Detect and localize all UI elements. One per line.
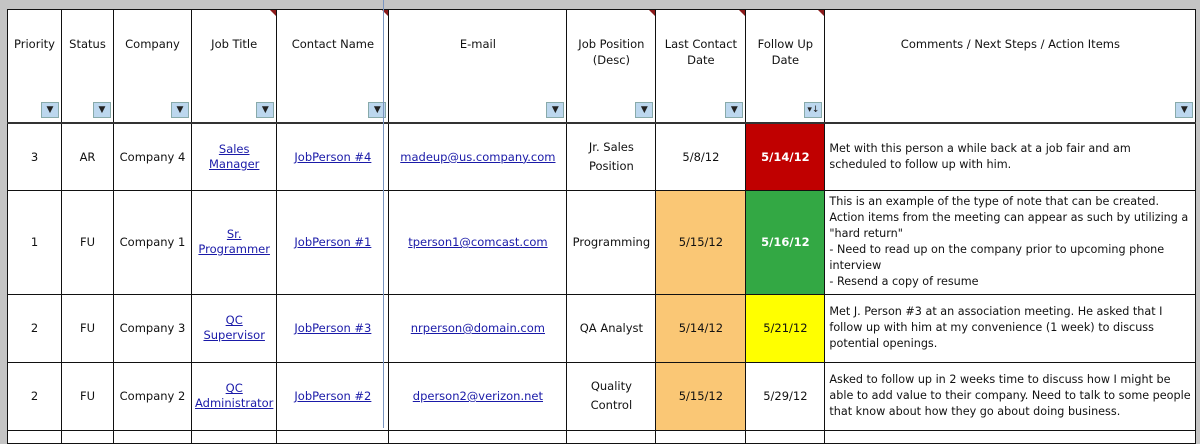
cell-last-contact-date[interactable]: 5/15/12 (655, 361, 747, 431)
cell-job-position[interactable]: QA Analyst (566, 293, 657, 363)
dropdown-arrow-icon[interactable]: ▼ (368, 102, 387, 118)
cell-comments[interactable]: Met with this person a while back at a j… (824, 122, 1197, 191)
table-row: 2 FU Company 3 QC Supervisor JobPerson #3 nrp… (7, 293, 1197, 363)
dropdown-arrow-icon[interactable]: ▼ (93, 102, 111, 118)
page-break-line (383, 0, 384, 428)
empty-row (7, 429, 1197, 444)
cell-company[interactable]: Company 3 (113, 293, 192, 363)
cell-comment-indicator-icon (818, 10, 825, 16)
cell-last-contact-date[interactable]: 5/8/12 (655, 122, 747, 191)
cell-email[interactable]: dperson2@verizon.net (388, 361, 568, 431)
job-title-link[interactable]: QC Administrator (195, 381, 274, 410)
contact-name-link[interactable]: JobPerson #1 (294, 235, 372, 249)
cell-contact-name[interactable]: JobPerson #1 (276, 189, 390, 295)
column-header-label: Job Position (Desc) (578, 37, 645, 67)
column-header-company[interactable]: Company ▼ (113, 9, 192, 124)
cell-priority[interactable]: 1 (7, 189, 62, 295)
cell-company[interactable]: Company 4 (113, 122, 192, 191)
column-header-job-position[interactable]: Job Position (Desc) ▼ (566, 9, 657, 124)
column-header-status[interactable]: Status ▼ (61, 9, 114, 124)
cell-comment-indicator-icon (382, 10, 389, 16)
dropdown-arrow-icon[interactable]: ▼ (725, 102, 744, 118)
cell-status[interactable]: FU (61, 361, 114, 431)
email-link[interactable]: dperson2@verizon.net (412, 389, 543, 403)
cell-email[interactable]: nrperson@domain.com (388, 293, 568, 363)
table-row: 1 FU Company 1 Sr. Programmer JobPerson #1 tp… (7, 189, 1197, 295)
dropdown-arrow-icon[interactable]: ▼ (256, 102, 275, 118)
cell-company[interactable]: Company 1 (113, 189, 192, 295)
cell-contact-name[interactable]: JobPerson #2 (276, 361, 390, 431)
dropdown-arrow-icon[interactable]: ▼ (171, 102, 189, 118)
column-header-last-contact-date[interactable]: Last Contact Date ▼ (655, 9, 747, 124)
cell-company[interactable]: Company 2 (113, 361, 192, 431)
cell-job-title[interactable]: QC Supervisor (190, 293, 278, 363)
job-title-link[interactable]: QC Supervisor (203, 313, 265, 342)
cell-job-title[interactable]: Sales Manager (190, 122, 278, 191)
column-header-follow-up-date[interactable]: Follow Up Date ▾↓ (745, 9, 826, 124)
contact-name-link[interactable]: JobPerson #4 (294, 149, 372, 164)
cell-follow-up-date[interactable]: 5/21/12 (745, 293, 826, 363)
cell-job-title[interactable]: Sr. Programmer (190, 189, 278, 295)
column-header-priority[interactable]: Priority ▼ (7, 9, 62, 124)
column-header-label: Comments / Next Steps / Action Items (900, 37, 1120, 51)
cell-last-contact-date[interactable]: 5/14/12 (655, 293, 747, 363)
dropdown-arrow-icon[interactable]: ▼ (1175, 102, 1194, 118)
cell-follow-up-date[interactable]: 5/14/12 (745, 122, 826, 191)
job-title-link[interactable]: Sales Manager (208, 141, 260, 171)
cell-status[interactable]: AR (61, 122, 114, 191)
dropdown-arrow-icon[interactable]: ▼ (635, 102, 654, 118)
column-header-label: Follow Up Date (757, 37, 814, 67)
cell-priority[interactable]: 3 (7, 122, 62, 191)
job-title-link[interactable]: Sr. Programmer (198, 227, 270, 256)
cell-comment-indicator-icon (739, 10, 746, 16)
cell-email[interactable]: tperson1@comcast.com (388, 189, 568, 295)
cell-comments[interactable]: This is an example of the type of note t… (824, 189, 1197, 295)
cell-comments[interactable]: Met J. Person #3 at an association meeti… (824, 293, 1197, 363)
cell-status[interactable]: FU (61, 293, 114, 363)
column-header-label: Job Title (211, 37, 258, 51)
cell-email[interactable]: madeup@us.company.com (388, 122, 568, 191)
column-header-label: Priority (14, 37, 55, 51)
column-header-label: Last Contact Date (664, 37, 738, 67)
cell-follow-up-date[interactable]: 5/16/12 (745, 189, 826, 295)
header-row: Priority ▼ Status ▼ Company ▼ Job Title ▼ Contac… (7, 9, 1197, 124)
column-header-label: Company (125, 37, 180, 51)
cell-follow-up-date[interactable]: 5/29/12 (745, 361, 826, 431)
job-search-tracker-table: Priority ▼ Status ▼ Company ▼ Job Title ▼ Contac… (7, 9, 1197, 444)
email-link[interactable]: nrperson@domain.com (410, 321, 545, 335)
cell-last-contact-date[interactable]: 5/15/12 (655, 189, 747, 295)
dropdown-arrow-icon[interactable]: ▼ (41, 102, 59, 118)
column-header-contact-name[interactable]: Contact Name ▼ (276, 9, 390, 124)
cell-contact-name[interactable]: JobPerson #4 (276, 122, 390, 191)
contact-name-link[interactable]: JobPerson #2 (294, 389, 372, 403)
cell-status[interactable]: FU (61, 189, 114, 295)
cell-comment-indicator-icon (649, 10, 656, 16)
column-header-label: E-mail (459, 37, 496, 51)
table-row: 3 AR Company 4 Sales Manager JobPerson #4 mad… (7, 122, 1197, 191)
column-header-email[interactable]: E-mail ▼ (388, 9, 568, 124)
cell-job-title[interactable]: QC Administrator (190, 361, 278, 431)
cell-comment-indicator-icon (270, 10, 277, 16)
column-header-label: Contact Name (291, 37, 375, 51)
cell-priority[interactable]: 2 (7, 361, 62, 431)
contact-name-link[interactable]: JobPerson #3 (294, 321, 372, 335)
cell-priority[interactable]: 2 (7, 293, 62, 363)
email-link[interactable]: tperson1@comcast.com (408, 235, 548, 249)
sort-descending-icon[interactable]: ▾↓ (804, 102, 823, 118)
cell-job-position[interactable]: Programming (566, 189, 657, 295)
column-header-label: Status (69, 37, 106, 51)
table-row: 2 FU Company 2 QC Administrator JobPerson #2… (7, 361, 1197, 431)
cell-comments[interactable]: Asked to follow up in 2 weeks time to di… (824, 361, 1197, 431)
column-header-comments[interactable]: Comments / Next Steps / Action Items ▼ (824, 9, 1197, 124)
cell-contact-name[interactable]: JobPerson #3 (276, 293, 390, 363)
email-link[interactable]: madeup@us.company.com (400, 149, 556, 164)
cell-job-position[interactable]: Jr. Sales Position (566, 122, 657, 191)
cell-job-position[interactable]: Quality Control (566, 361, 657, 431)
column-header-job-title[interactable]: Job Title ▼ (190, 9, 278, 124)
dropdown-arrow-icon[interactable]: ▼ (546, 102, 565, 118)
